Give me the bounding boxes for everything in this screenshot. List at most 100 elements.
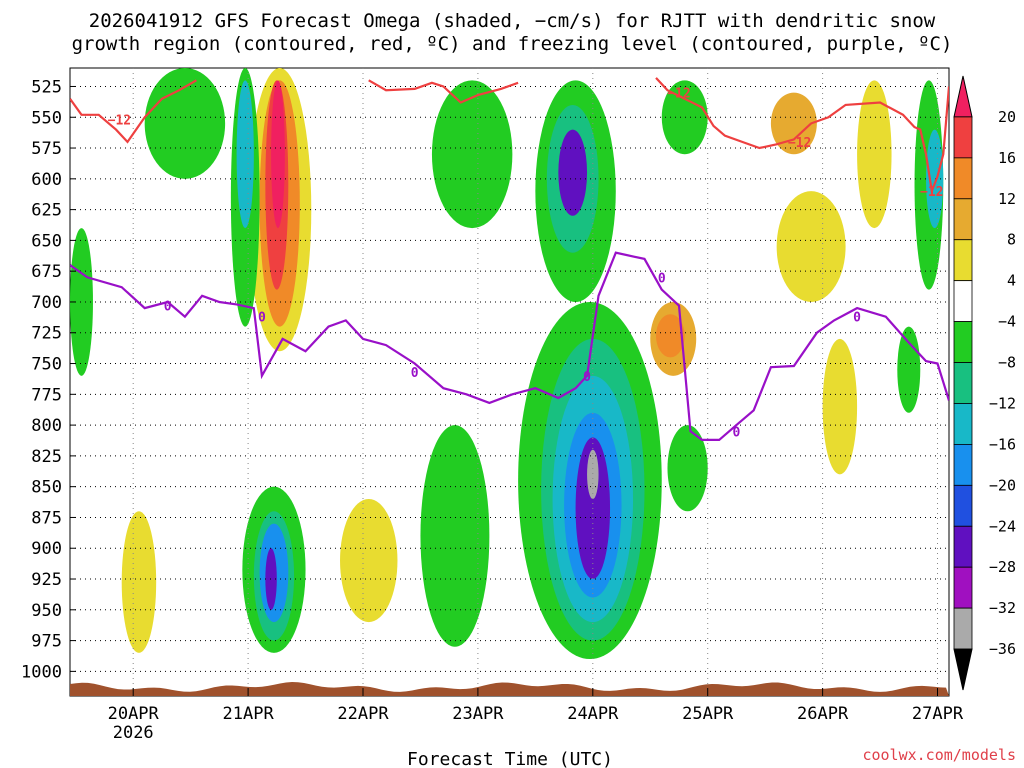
colorbar-swatch-13 (953, 607, 973, 650)
chart-plot-area: 0 0 0 0 0 0 0 −12 −12 −12 −12 (69, 67, 950, 697)
contour-lines: 0 0 0 0 0 0 0 −12 −12 −12 −12 (70, 77, 949, 441)
x-year-label: 2026 (113, 723, 154, 743)
y-tick-label-825: 825 (31, 447, 62, 467)
colorbar-label-13: −36 (989, 640, 1016, 658)
omega-blob-22 (776, 191, 846, 302)
y-tick-label-875: 875 (31, 508, 62, 528)
omega-blob-28 (340, 498, 398, 623)
colorbar-swatch-6 (953, 321, 973, 363)
freezing-label-1: 0 (164, 300, 172, 315)
chart-title-line-2: growth region (contoured, red, ºC) and f… (71, 33, 953, 55)
omega-blob-21 (661, 80, 708, 155)
y-tick-label-925: 925 (31, 570, 62, 590)
omega-blob-30 (70, 228, 93, 376)
colorbar-label-9: −20 (989, 476, 1016, 494)
freezing-label-3: 0 (411, 366, 419, 381)
y-tick-label-625: 625 (31, 201, 62, 221)
freezing-label-7: 0 (853, 311, 861, 326)
y-tick-label-550: 550 (31, 108, 62, 128)
omega-blob-26 (926, 129, 944, 229)
y-tick-label-650: 650 (31, 231, 62, 251)
dgz-label-1: −12 (108, 114, 131, 129)
colorbar-swatch-12 (953, 566, 973, 609)
freezing-label-2: 0 (258, 311, 266, 326)
x-axis: 20APR 21APR 22APR 23APR 24APR 25APR 26APR 27APR… (108, 688, 964, 743)
x-tick-label-22APR: 22APR (337, 704, 389, 724)
colorbar-swatch-7 (953, 362, 973, 404)
colorbar-label-5: −4 (998, 313, 1016, 331)
colorbar-label-11: −28 (989, 558, 1016, 576)
omega-blob-31 (144, 68, 226, 179)
y-tick-label-1000: 1000 (21, 662, 62, 682)
x-tick-label-25APR: 25APR (682, 704, 734, 724)
freezing-label-5: 0 (658, 271, 666, 286)
colorbar-arrow-top (953, 75, 973, 118)
terrain-path (70, 682, 949, 696)
x-axis-label: Forecast Time (UTC) (407, 749, 613, 768)
dgz-line-late (655, 77, 949, 196)
y-tick-label-600: 600 (31, 170, 62, 190)
colorbar-label-0: 20 (998, 108, 1016, 126)
colorbar-swatch-9 (953, 443, 973, 486)
dgz-line-mid (368, 79, 519, 104)
freezing-label-6: 0 (733, 425, 741, 440)
colorbar-label-7: −12 (989, 394, 1016, 412)
colorbar-label-4: 4 (1007, 272, 1016, 290)
colorbar-label-6: −8 (998, 354, 1016, 372)
omega-blob-27 (420, 425, 490, 647)
colorbar-swatch-10 (953, 484, 973, 527)
site-credit[interactable]: coolwx.com/models (862, 746, 1016, 764)
dgz-label-3: −12 (788, 136, 811, 151)
omega-blob-29 (121, 511, 157, 653)
x-tick-label-20APR: 20APR (108, 704, 160, 724)
colorbar-legend: 20 16 12 8 4 −4 −8 −12 −16 −20 −24 −28 −32 −36 (953, 75, 1016, 691)
y-tick-label-975: 975 (31, 632, 62, 652)
y-tick-label-725: 725 (31, 324, 62, 344)
colorbar-swatch-3 (953, 198, 973, 241)
omega-blob-35 (897, 326, 921, 413)
dgz-line-early (70, 79, 197, 144)
colorbar-label-1: 16 (998, 149, 1016, 167)
x-tick-label-21APR: 21APR (223, 704, 275, 724)
y-tick-label-525: 525 (31, 77, 62, 97)
y-tick-label-950: 950 (31, 601, 62, 621)
chart-title-line-1: 2026041912 GFS Forecast Omega (shaded, −… (88, 10, 936, 32)
omega-blob-15 (587, 449, 599, 499)
colorbar-label-3: 8 (1007, 231, 1016, 249)
y-tick-label-575: 575 (31, 139, 62, 159)
colorbar-arrow-bottom (953, 648, 973, 691)
terrain-strip (70, 682, 949, 696)
colorbar-swatch-8 (953, 403, 973, 445)
colorbar-label-12: −32 (989, 599, 1016, 617)
y-tick-label-850: 850 (31, 478, 62, 498)
colorbar-swatch-1 (953, 116, 973, 159)
colorbar-label-2: 12 (998, 190, 1016, 208)
freezing-label-4: 0 (583, 370, 591, 385)
omega-blob-23 (770, 92, 817, 155)
omega-blob-9 (265, 548, 277, 610)
colorbar-swatch-11 (953, 525, 973, 568)
y-tick-label-775: 775 (31, 385, 62, 405)
colorbar-swatch-4 (953, 239, 973, 282)
y-tick-label-800: 800 (31, 416, 62, 436)
y-tick-label-750: 750 (31, 355, 62, 375)
freezing-level-line (70, 251, 949, 441)
colorbar-swatch-2 (953, 157, 973, 200)
omega-blob-20 (656, 314, 685, 358)
omega-blob-3 (271, 80, 285, 229)
dgz-label-2: −12 (667, 87, 690, 102)
omega-blob-5 (236, 80, 254, 229)
colorbar-label-8: −16 (989, 435, 1016, 453)
dgz-label-4: −12 (920, 185, 943, 200)
x-tick-label-23APR: 23APR (452, 704, 504, 724)
omega-shading (70, 68, 944, 660)
omega-blob-33 (667, 425, 708, 512)
x-tick-label-26APR: 26APR (797, 704, 849, 724)
colorbar-swatch-5 (953, 280, 973, 322)
omega-blob-34 (822, 338, 858, 475)
y-tick-label-700: 700 (31, 293, 62, 313)
colorbar-label-10: −24 (989, 517, 1016, 535)
omega-blob-18 (558, 129, 588, 216)
y-tick-label-675: 675 (31, 262, 62, 282)
